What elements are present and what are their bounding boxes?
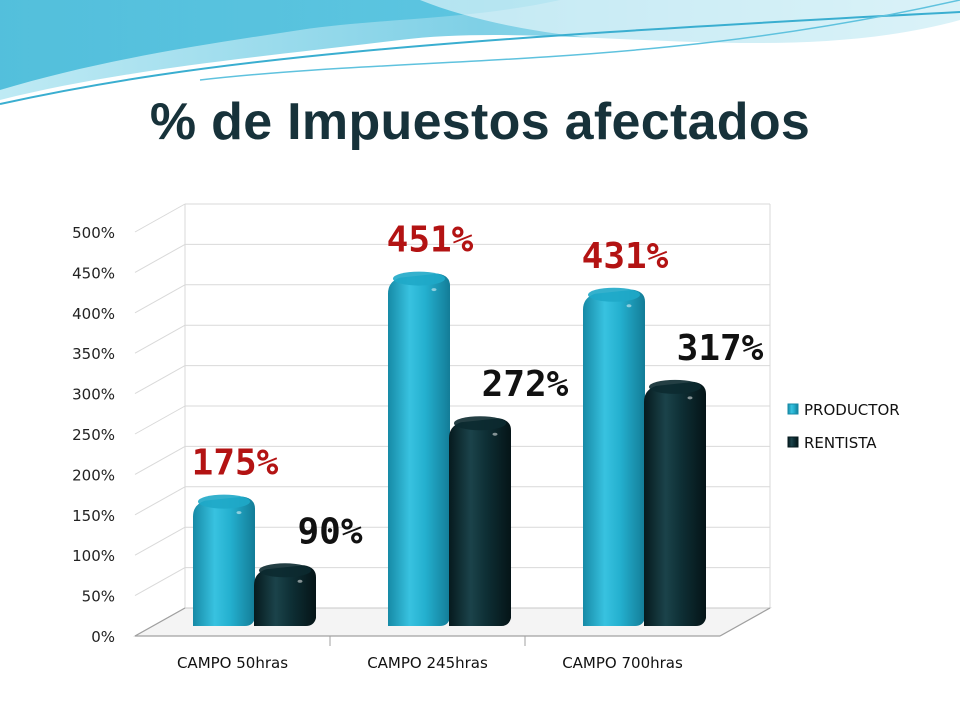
bar-shine	[493, 433, 498, 436]
grid-diagonal	[135, 527, 185, 555]
bar-top	[588, 288, 640, 302]
legend-swatch-rentista	[788, 437, 798, 447]
y-tick-label: 200%	[72, 466, 115, 484]
bar-rentista	[644, 380, 706, 626]
bar-top	[454, 416, 506, 430]
x-category-label: CAMPO 245hras	[367, 654, 488, 672]
data-label-rentista: 272%	[482, 364, 569, 405]
grid-diagonal	[135, 366, 185, 394]
x-category-label: CAMPO 700hras	[562, 654, 683, 672]
bar-rentista	[449, 416, 511, 626]
bar-top	[198, 495, 250, 509]
grid-diagonal	[135, 204, 185, 232]
bar-body	[193, 497, 255, 626]
x-category-label: CAMPO 50hras	[177, 654, 288, 672]
bar-top	[259, 563, 311, 577]
y-tick-label: 100%	[72, 547, 115, 565]
grid-diagonal	[135, 325, 185, 353]
y-tick-label: 0%	[91, 628, 115, 646]
y-tick-label: 150%	[72, 507, 115, 525]
bar-productor	[583, 288, 645, 626]
bar-shine	[688, 396, 693, 399]
data-label-rentista: 317%	[677, 328, 764, 369]
bar-body	[449, 418, 511, 626]
bar-shine	[432, 288, 437, 291]
data-label-productor: 431%	[582, 236, 669, 277]
bar-body	[644, 382, 706, 626]
bar-body	[583, 290, 645, 626]
data-label-rentista: 90%	[297, 511, 362, 552]
bar-productor	[388, 272, 450, 626]
legend-label-productor: PRODUCTOR	[804, 401, 900, 419]
bar-top	[649, 380, 701, 394]
bar-shine	[237, 511, 242, 514]
data-label-productor: 451%	[387, 220, 474, 261]
y-tick-label: 450%	[72, 264, 115, 282]
legend-swatch-productor	[788, 404, 798, 414]
bar-top	[393, 272, 445, 286]
y-tick-label: 250%	[72, 426, 115, 444]
grid-diagonal	[135, 568, 185, 596]
grid-diagonal	[135, 285, 185, 313]
bar-body	[388, 274, 450, 626]
data-label-productor: 175%	[192, 443, 279, 484]
grid-diagonal	[135, 446, 185, 474]
bar-shine	[627, 304, 632, 307]
grid-diagonal	[135, 487, 185, 515]
y-tick-label: 50%	[82, 588, 115, 606]
bar-productor	[193, 495, 255, 626]
y-tick-label: 350%	[72, 345, 115, 363]
bar-shine	[298, 580, 303, 583]
grid-diagonal	[135, 244, 185, 272]
legend-label-rentista: RENTISTA	[804, 434, 877, 452]
y-tick-label: 300%	[72, 386, 115, 404]
grid-diagonal	[135, 406, 185, 434]
y-tick-label: 400%	[72, 305, 115, 323]
bar-rentista	[254, 563, 316, 626]
y-tick-label: 500%	[72, 224, 115, 242]
